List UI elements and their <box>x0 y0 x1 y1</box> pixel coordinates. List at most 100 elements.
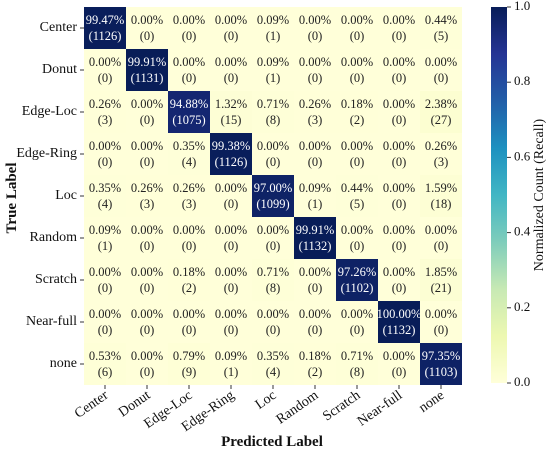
heatmap-cell <box>126 175 168 217</box>
cell-percent-label: 0.00% <box>131 265 163 279</box>
cell-percent-label: 0.18% <box>173 265 205 279</box>
colorbar-title: Normalized Count (Recall) <box>532 118 547 271</box>
cell-percent-label: 0.00% <box>89 55 121 69</box>
heatmap-cell <box>336 301 378 343</box>
cell-percent-label: 0.00% <box>425 223 457 237</box>
cell-percent-label: 0.09% <box>215 349 247 363</box>
cell-count-label: (8) <box>350 365 365 379</box>
heatmap-cell <box>420 301 462 343</box>
cell-percent-label: 99.91% <box>128 55 167 69</box>
cell-count-label: (0) <box>392 239 407 253</box>
cell-percent-label: 97.35% <box>422 349 461 363</box>
cell-count-label: (0) <box>182 71 197 85</box>
heatmap-cell <box>126 49 168 91</box>
cell-count-label: (0) <box>434 71 449 85</box>
cell-percent-label: 0.18% <box>299 349 331 363</box>
heatmap-cell <box>378 259 420 301</box>
heatmap-cell <box>420 175 462 217</box>
colorbar-tick-label: 0.8 <box>514 73 530 88</box>
cell-count-label: (0) <box>350 29 365 43</box>
cell-percent-label: 0.00% <box>173 223 205 237</box>
heatmap-cell <box>84 259 126 301</box>
cell-percent-label: 0.00% <box>131 307 163 321</box>
row-tick-label: Loc <box>55 188 77 203</box>
cell-count-label: (0) <box>140 113 155 127</box>
cell-count-label: (5) <box>434 29 449 43</box>
heatmap-cell <box>126 91 168 133</box>
row-tick-labels: Center Donut Edge-Loc Edge-Ring Loc Random Scr… <box>16 20 84 371</box>
cell-percent-label: 0.00% <box>383 55 415 69</box>
heatmap-cell <box>252 7 294 49</box>
cell-count-label: (0) <box>224 281 239 295</box>
heatmap-cell <box>252 49 294 91</box>
heatmap-cell <box>126 217 168 259</box>
cell-count-label: (0) <box>182 29 197 43</box>
cell-percent-label: 0.00% <box>383 139 415 153</box>
heatmap-cell <box>378 175 420 217</box>
heatmap-cell <box>168 49 210 91</box>
cell-count-label: (2) <box>350 113 365 127</box>
cell-count-label: (0) <box>98 281 113 295</box>
cell-count-label: (9) <box>182 365 197 379</box>
heatmap-cell <box>378 217 420 259</box>
cell-percent-label: 0.00% <box>341 223 373 237</box>
cell-count-label: (0) <box>98 155 113 169</box>
cell-percent-label: 0.53% <box>89 349 121 363</box>
row-tick-label: Edge-Ring <box>16 146 77 161</box>
heatmap-cell <box>378 91 420 133</box>
cell-percent-label: 0.00% <box>215 55 247 69</box>
heatmap-cell <box>252 259 294 301</box>
cell-count-label: (0) <box>308 155 323 169</box>
heatmap-cell <box>294 133 336 175</box>
cell-percent-label: 0.00% <box>257 307 289 321</box>
cell-count-label: (27) <box>431 113 452 127</box>
heatmap-cell <box>294 7 336 49</box>
colorbar <box>491 7 507 383</box>
heatmap-cell <box>252 217 294 259</box>
cell-count-label: (21) <box>431 281 452 295</box>
heatmap-cell <box>378 343 420 385</box>
cell-percent-label: 99.91% <box>296 223 335 237</box>
col-tick-label: Loc <box>253 388 279 413</box>
heatmap-cell <box>378 301 420 343</box>
cell-percent-label: 0.26% <box>299 97 331 111</box>
cell-percent-label: 99.38% <box>212 139 251 153</box>
cell-percent-label: 0.44% <box>341 181 373 195</box>
heatmap-cell <box>378 133 420 175</box>
cell-count-label: (0) <box>140 323 155 337</box>
cell-percent-label: 0.00% <box>383 13 415 27</box>
heatmap-cell <box>168 301 210 343</box>
cell-count-label: (0) <box>98 323 113 337</box>
heatmap-cell <box>252 301 294 343</box>
heatmap-cell <box>126 343 168 385</box>
heatmap-cell <box>336 259 378 301</box>
cell-percent-label: 0.00% <box>215 13 247 27</box>
heatmap-cell <box>336 175 378 217</box>
cell-percent-label: 0.00% <box>173 55 205 69</box>
heatmap-cell <box>168 91 210 133</box>
heatmap-cell <box>420 133 462 175</box>
cell-percent-label: 0.00% <box>215 181 247 195</box>
heatmap-cell <box>210 343 252 385</box>
cell-count-label: (6) <box>98 365 113 379</box>
cell-percent-label: 0.35% <box>173 139 205 153</box>
heatmap-cell <box>168 259 210 301</box>
heatmap-cell <box>420 7 462 49</box>
cell-count-label: (0) <box>392 29 407 43</box>
cell-count-label: (0) <box>308 29 323 43</box>
cell-percent-label: 1.32% <box>215 97 247 111</box>
cell-percent-label: 2.38% <box>425 97 457 111</box>
heatmap-cell <box>126 301 168 343</box>
heatmap-cell <box>168 7 210 49</box>
cell-count-label: (0) <box>140 365 155 379</box>
cell-count-label: (5) <box>350 197 365 211</box>
heatmap-cell <box>336 7 378 49</box>
cell-percent-label: 0.71% <box>257 265 289 279</box>
cell-count-label: (0) <box>392 197 407 211</box>
cell-percent-label: 0.00% <box>425 55 457 69</box>
cell-percent-label: 0.00% <box>383 181 415 195</box>
cell-count-label: (1102) <box>341 281 374 295</box>
cell-percent-label: 0.00% <box>425 307 457 321</box>
row-tick-label: Random <box>30 230 78 245</box>
cell-count-label: (0) <box>434 323 449 337</box>
